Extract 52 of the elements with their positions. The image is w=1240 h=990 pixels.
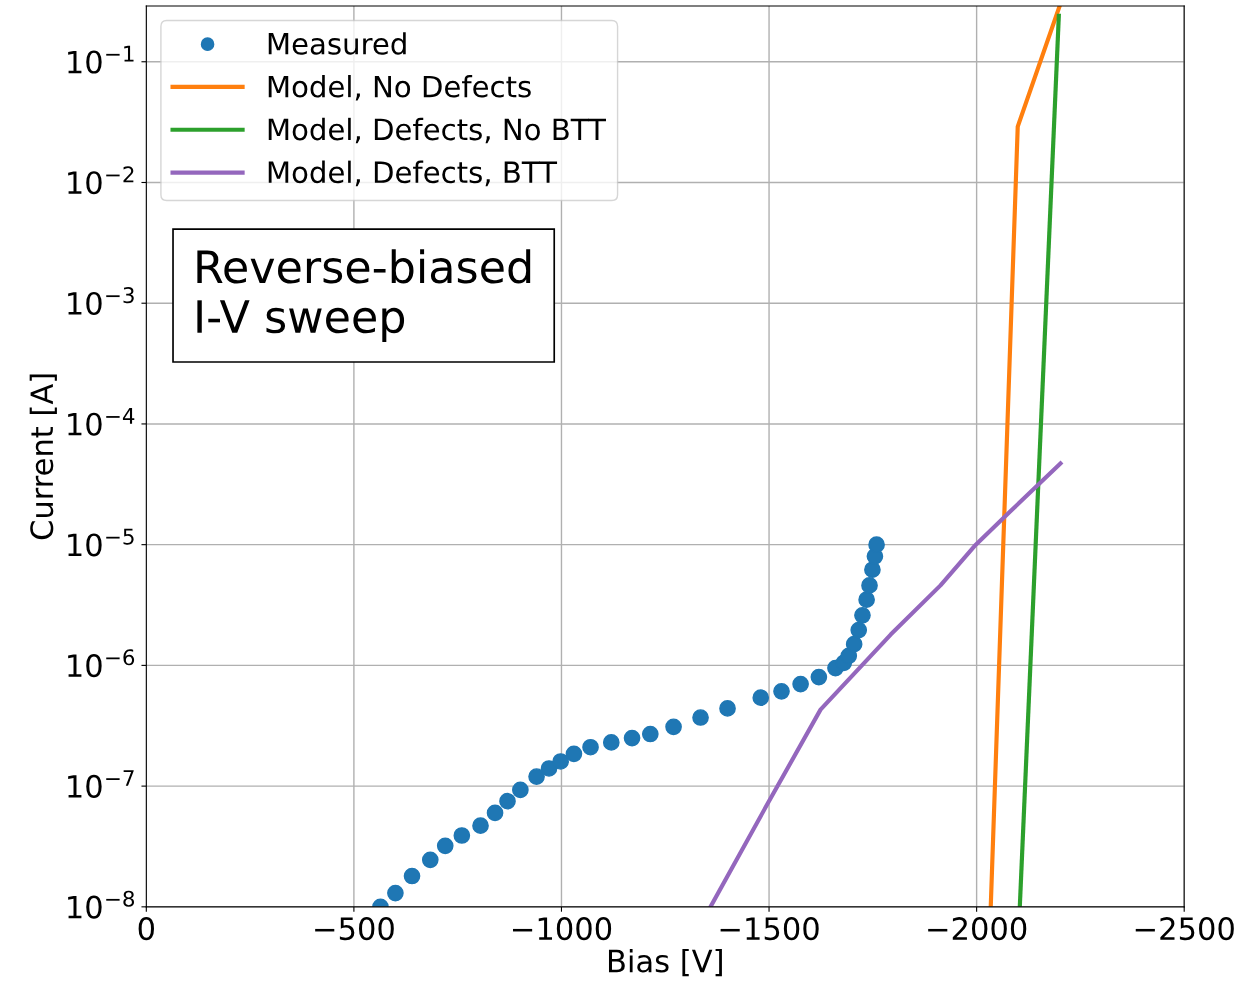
point [582,738,599,756]
point [641,725,659,743]
point [499,792,516,810]
y-tick-label: 10$^{−3}$ [68,287,134,316]
legend-label: Model, No Defects [268,75,531,101]
point [773,682,790,700]
line-series [708,461,1063,907]
point [752,689,770,707]
y-tick-label: 10$^{−1}$ [68,45,134,74]
point [665,718,682,736]
point [719,700,736,717]
point [623,729,641,747]
point [403,867,421,885]
point [565,745,583,763]
point [421,851,439,869]
x-tick-label: −2500 [1135,917,1234,941]
point [858,591,875,609]
point [810,668,828,686]
legend-label: Measured [268,32,406,55]
x-tick-label: −2000 [928,917,1027,941]
x-tick-label: −1000 [513,917,612,941]
y-tick-label: 10$^{−5}$ [68,528,134,557]
point [512,781,529,799]
y-tick-label: 10$^{−6}$ [68,649,135,678]
point [552,753,569,770]
point [472,817,489,835]
x-tick-label: 0 [138,917,155,941]
y-axis-title: Current [A] [29,374,57,540]
point [453,827,471,844]
point [387,884,404,902]
point [868,536,885,553]
y-tick-label: 10$^{−2}$ [68,166,134,195]
point [792,675,809,693]
x-tick-label: −500 [315,917,394,941]
point [850,621,868,639]
y-tick-label: 10$^{−4}$ [68,408,135,436]
annotation: Reverse-biased I-V sweep [197,249,531,342]
legend-label: Model, Defects, No BTT [268,117,606,144]
y-tick-label: 10$^{−7}$ [68,770,134,798]
point [854,606,871,624]
point [861,577,878,594]
point [602,734,620,751]
point [845,635,863,653]
x-tick-label: −1500 [720,917,819,941]
legend-label: Model, Defects, BTT [268,160,558,187]
x-axis-title: Bias [V] [608,948,722,977]
point [436,837,454,855]
point [692,709,709,726]
point [486,804,504,822]
point [528,768,545,785]
y-tick-label: 10$^{−8}$ [68,890,135,919]
point [864,561,881,579]
